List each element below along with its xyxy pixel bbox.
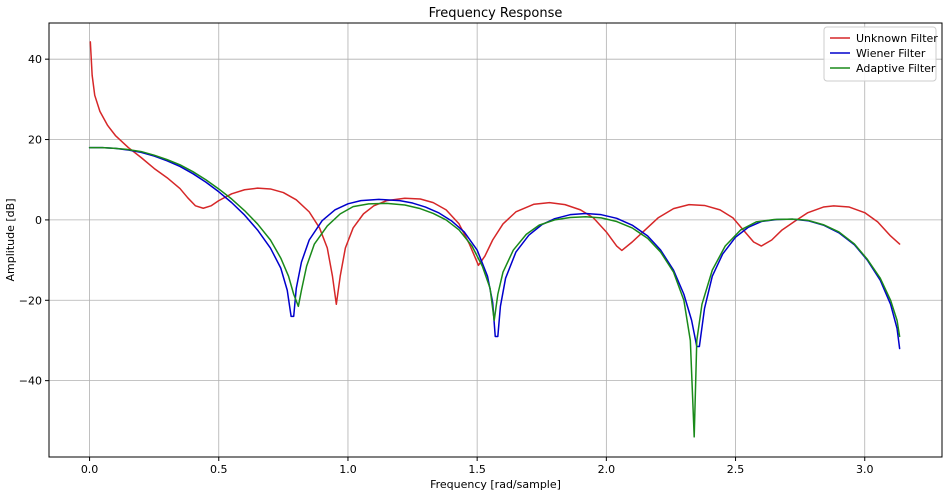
plot-series: [88, 41, 901, 438]
legend-label: Wiener Filter: [856, 47, 926, 60]
y-tick-label: 20: [28, 134, 42, 147]
y-axis-ticks: −40 −20 0 20 40: [19, 53, 49, 388]
legend-box: [823, 26, 937, 82]
x-tick-label: 2.5: [727, 463, 745, 476]
series-line-1: [89, 41, 901, 306]
legend-label: Unknown Filter: [856, 32, 938, 45]
y-tick-label: −20: [19, 294, 42, 307]
y-tick-label: 40: [28, 53, 42, 66]
grid: [49, 23, 942, 457]
y-tick-label: −40: [19, 375, 42, 388]
x-tick-label: 0.0: [81, 463, 99, 476]
y-tick-label: 0: [35, 214, 42, 227]
x-tick-label: 0.5: [210, 463, 228, 476]
y-axis-label: Amplitude [dB]: [4, 199, 17, 282]
x-tick-label: 2.0: [598, 463, 616, 476]
x-tick-label: 1.0: [339, 463, 357, 476]
x-axis-ticks: 0.0 0.5 1.0 1.5 2.0 2.5 3.0: [81, 457, 874, 476]
x-tick-label: 3.0: [856, 463, 874, 476]
chart-title: Frequency Response: [429, 6, 563, 21]
legend: Unknown Filter Wiener Filter Adaptive Filt…: [823, 26, 938, 82]
legend-label: Adaptive Filter: [856, 62, 936, 75]
series-line-3: [88, 146, 901, 438]
x-axis-label: Frequency [rad/sample]: [430, 478, 561, 491]
plot-frame: [48, 22, 943, 458]
x-tick-label: 1.5: [468, 463, 486, 476]
series-line-2: [88, 146, 901, 350]
